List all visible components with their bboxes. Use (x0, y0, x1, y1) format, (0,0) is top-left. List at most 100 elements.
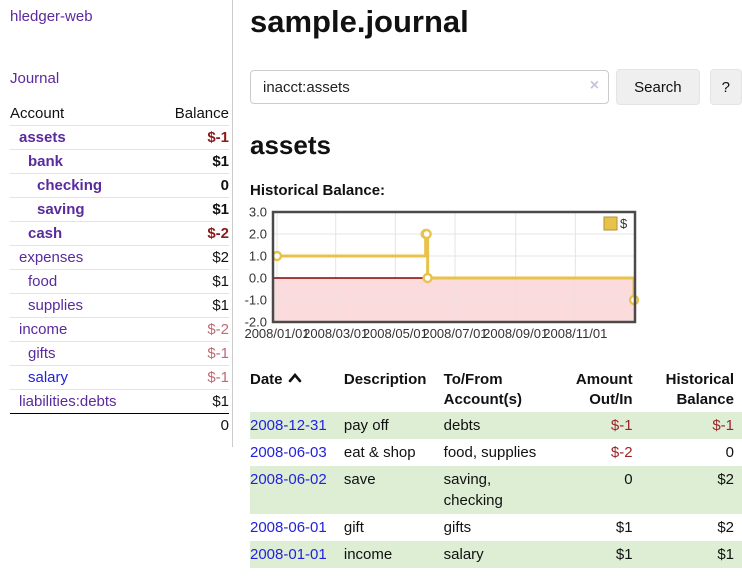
search-input[interactable] (250, 70, 610, 104)
transaction-date-link[interactable]: 2008-06-02 (250, 471, 327, 488)
accounts-table: Account Balance assets $-1 bank $1 checking 0… (10, 101, 229, 437)
y-axis-tick-label: 3.0 (249, 205, 267, 220)
column-header-amount[interactable]: Amount Out/In (575, 371, 633, 408)
transaction-balance: $2 (717, 519, 734, 536)
sidebar-account-link[interactable]: supplies (28, 297, 84, 314)
account-row: food $1 (10, 269, 229, 293)
y-axis-tick-label: 2.0 (249, 227, 267, 242)
transaction-accounts: debts (443, 412, 552, 439)
transaction-amount: $-2 (610, 444, 633, 461)
transaction-date-link[interactable]: 2008-01-01 (250, 546, 327, 563)
account-row: income $-2 (10, 317, 229, 341)
account-balance: $-2 (207, 321, 229, 338)
sidebar-account-link[interactable]: gifts (28, 345, 56, 362)
legend-swatch (603, 216, 618, 231)
transaction-description: income (343, 541, 444, 568)
transaction-description: gift (343, 519, 364, 536)
transaction-balance: $1 (640, 541, 742, 568)
sidebar-account-link[interactable]: food (28, 273, 58, 290)
x-axis-tick-label: 2008/11/01 (543, 326, 607, 341)
account-row: liabilities:debts $1 (10, 389, 229, 413)
x-axis-tick-label: 2008/05/01 (363, 326, 428, 341)
sidebar-account-link[interactable]: assets (19, 129, 66, 146)
register-row: 2008-06-03 eat & shop food, supplies $-2 0 (250, 439, 742, 466)
balance-column-header: Balance (174, 104, 229, 122)
sidebar-account-link[interactable]: liabilities:debts (19, 393, 117, 410)
transaction-accounts: gifts (443, 519, 472, 536)
sort-ascending-icon (288, 369, 302, 389)
account-row: salary $-1 (10, 365, 229, 389)
column-header-balance[interactable]: Historical Balance (665, 371, 734, 408)
main-content: sample.journal × Search ? assets Histori… (233, 0, 742, 568)
account-balance: $-1 (207, 129, 229, 146)
register-row: 2008-01-01 income salary $1 $1 (250, 541, 742, 568)
sidebar-account-link[interactable]: saving (37, 201, 85, 218)
data-point (422, 272, 433, 284)
transaction-accounts: salary (443, 541, 552, 568)
search-button[interactable]: Search (616, 69, 700, 105)
accounts-table-header: Account Balance (10, 101, 229, 125)
chart-title: Historical Balance: (250, 182, 386, 199)
brand-link[interactable]: hledger-web (10, 8, 93, 25)
sidebar-account-link[interactable]: checking (37, 177, 103, 194)
sidebar-account-link[interactable]: bank (28, 153, 64, 170)
plot-border (271, 210, 637, 324)
clear-search-icon[interactable]: × (589, 77, 600, 94)
account-row: expenses $2 (10, 245, 229, 269)
transaction-accounts: food, supplies (443, 444, 537, 461)
account-balance: $-2 (207, 225, 229, 242)
account-row: assets $-1 (10, 125, 229, 149)
sidebar-account-link[interactable]: expenses (19, 249, 84, 266)
chart-svg: $3.0 2.0 1.0 0.0 -1.0 -2.02008/01/012008/03/0… (244, 205, 640, 341)
transaction-description: pay off (343, 412, 444, 439)
transaction-balance: $2 (640, 466, 742, 514)
register-row: 2008-06-01 gift gifts $1 $2 (250, 514, 742, 541)
accounts-total-row: 0 (10, 413, 229, 437)
account-row: cash $-2 (10, 221, 229, 245)
column-header-accounts[interactable]: To/From Account(s) (443, 371, 522, 408)
sidebar-item-journal[interactable]: Journal (10, 70, 60, 87)
register-row: 2008-06-02 save saving, checking 0 $2 (250, 466, 742, 514)
transaction-date-link[interactable]: 2008-06-01 (250, 519, 327, 536)
sidebar-account-link[interactable]: income (19, 321, 68, 338)
y-axis-tick-label: 1.0 (249, 249, 267, 264)
register-row: 2008-12-31 pay off debts $-1 $-1 (250, 412, 742, 439)
transaction-amount: $1 (615, 519, 633, 536)
sidebar-account-link[interactable]: cash (28, 225, 63, 242)
y-axis-tick-label: -1.0 (245, 293, 267, 308)
account-balance: $-1 (207, 369, 229, 386)
column-header-date[interactable]: Date (250, 368, 344, 412)
legend-label: $ (620, 216, 628, 231)
accounts-column-header: Account (10, 104, 65, 122)
account-heading: assets (250, 130, 331, 160)
transaction-balance: $-1 (640, 412, 742, 439)
transaction-accounts: saving, checking (443, 466, 552, 514)
account-row: saving $1 (10, 197, 229, 221)
y-axis-tick-label: 0.0 (249, 271, 267, 286)
transaction-amount: $-1 (551, 412, 641, 439)
transaction-description: save (343, 466, 444, 514)
help-button[interactable]: ? (709, 69, 742, 105)
transaction-date-link[interactable]: 2008-12-31 (250, 417, 327, 434)
transaction-date-link[interactable]: 2008-06-03 (250, 444, 327, 461)
sidebar-account-link[interactable]: salary (28, 369, 69, 386)
sidebar: hledger-web Journal Account Balance asse… (0, 0, 233, 447)
account-row: checking 0 (10, 173, 229, 197)
register-table: Date Description To/From Account(s) Amou… (250, 368, 742, 568)
account-row: bank $1 (10, 149, 229, 173)
transaction-amount: $1 (551, 541, 641, 568)
column-header-description[interactable]: Description (343, 371, 427, 388)
page-title: sample.journal (250, 4, 469, 39)
account-balance: $1 (212, 297, 229, 314)
search-form: × Search ? (250, 69, 742, 105)
historical-balance-chart[interactable]: $3.0 2.0 1.0 0.0 -1.0 -2.0 2008/01/01 2008/03/0… (244, 205, 742, 345)
transaction-amount: 0 (551, 466, 641, 514)
total-balance: 0 (220, 417, 229, 434)
account-balance: $1 (212, 201, 229, 218)
x-axis-tick-label: 2008/01/01 (244, 326, 309, 341)
transaction-description: eat & shop (343, 444, 416, 461)
account-balance: $1 (212, 273, 229, 290)
account-balance: $2 (212, 249, 229, 266)
register-header-row: Date Description To/From Account(s) Amou… (250, 368, 742, 412)
account-balance: $1 (212, 153, 229, 170)
